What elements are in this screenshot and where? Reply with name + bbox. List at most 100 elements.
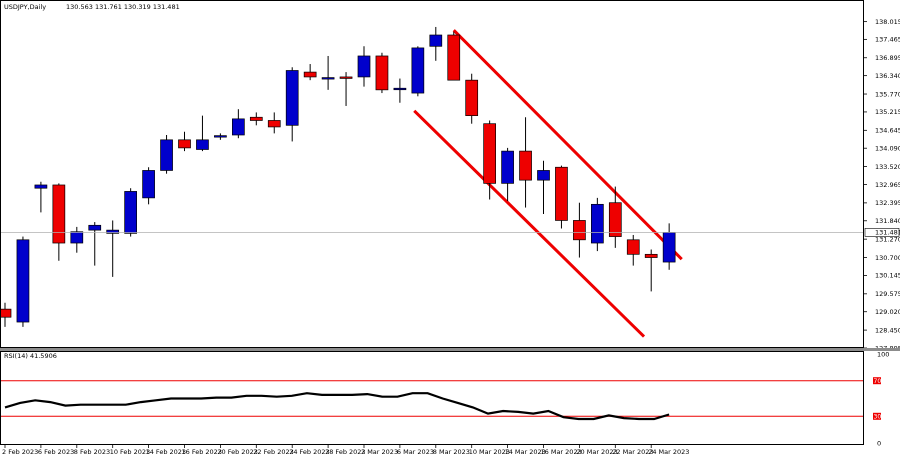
bearish-candle-body (178, 139, 191, 149)
last-price-label: 131.481 (875, 229, 900, 237)
bullish-candle-body (590, 203, 604, 244)
price-tick-label: 133.520 (875, 163, 900, 171)
bearish-candle-body (0, 308, 12, 318)
bullish-candle-body (106, 229, 120, 234)
rsi-level-tag-label: 30 (874, 414, 882, 421)
time-tick-label: 6 Feb 2023 (38, 448, 74, 456)
bearish-candle-body (555, 166, 568, 221)
rsi-line (4, 392, 670, 421)
price-tick-label: 131.840 (875, 217, 900, 225)
candle (52, 183, 66, 261)
bearish-candle-body (339, 76, 353, 79)
panel-separator (0, 348, 900, 351)
bullish-candle-body (214, 135, 227, 138)
bearish-candle-body (303, 71, 317, 78)
price-tick-label: 134.645 (875, 127, 900, 135)
time-axis: 2 Feb 2023 6 Feb 2023 8 Feb 2023 10 Feb 202… (2, 445, 689, 456)
candle (124, 188, 138, 237)
bullish-candle-body (411, 47, 425, 94)
bearish-candle-body (608, 202, 622, 237)
candle (429, 26, 443, 61)
bullish-candle-body (393, 87, 407, 91)
bullish-candle-body (321, 77, 335, 80)
time-tick-label: 2 Feb 2023 (2, 448, 38, 456)
price-tick-label: 136.895 (875, 54, 900, 62)
time-tick-label: 22 Mar 2023 (612, 448, 653, 456)
bullish-candle-body (232, 118, 245, 136)
price-tick-label: 132.965 (875, 181, 900, 189)
candle (519, 117, 532, 208)
price-tick-label: 131.270 (875, 235, 900, 243)
candle (590, 197, 604, 252)
candle (537, 160, 550, 215)
bullish-candle-body (662, 232, 676, 263)
price-panel-frame (0, 0, 864, 348)
candle (232, 109, 245, 139)
last-price-box (864, 228, 900, 237)
time-tick-label: 14 Feb 2023 (146, 448, 186, 456)
candle (214, 133, 227, 140)
bearish-candle-body (249, 116, 263, 121)
time-tick-label: 24 Feb 2023 (289, 448, 329, 456)
candle (178, 131, 191, 152)
bullish-candle-body (34, 184, 48, 189)
bearish-candle-body (483, 123, 496, 184)
candle (0, 302, 12, 327)
candle (196, 115, 209, 152)
price-tick-label: 135.770 (875, 90, 900, 98)
bullish-candle-body (537, 170, 550, 181)
candle (88, 222, 102, 266)
bullish-candle-body (357, 55, 371, 78)
bullish-candle-body (196, 139, 209, 150)
candle (608, 186, 622, 248)
bullish-candle-body (160, 139, 173, 171)
red-trend-channel (413, 29, 683, 338)
candle (375, 52, 389, 94)
bullish-candle-body (142, 170, 155, 199)
bullish-candle-body (70, 231, 84, 244)
price-tick-label: 129.020 (875, 308, 900, 316)
time-tick-label: 16 Feb 2023 (182, 448, 222, 456)
candle (16, 236, 30, 327)
candle (644, 249, 658, 292)
rsi-panel: 70 30 100 0 (1, 351, 889, 448)
bullish-candle-body (285, 70, 299, 126)
bearish-candle-body (267, 120, 281, 128)
time-tick-label: 22 Feb 2023 (253, 448, 293, 456)
candle (303, 64, 317, 81)
rsi-level-tag (873, 377, 881, 385)
candle (483, 120, 496, 200)
bearish-candle-body (573, 220, 586, 241)
candle (34, 181, 48, 213)
price-tick-label: 130.145 (875, 272, 900, 280)
candle (555, 165, 568, 229)
price-tick-label: 129.575 (875, 290, 900, 298)
time-tick-label: 10 Feb 2023 (110, 448, 150, 456)
price-tick-label: 130.700 (875, 254, 900, 262)
time-tick-label: 8 Mar 2023 (433, 448, 470, 456)
price-tick-label: 137.465 (875, 36, 900, 44)
candle (142, 167, 155, 205)
bearish-candle-body (519, 150, 532, 181)
time-tick-label: 24 Mar 2023 (648, 448, 689, 456)
candle (626, 234, 640, 266)
candle (465, 73, 479, 124)
chart-title: USDJPY,Daily (4, 3, 46, 11)
bearish-candle-body (465, 79, 479, 116)
candle (411, 46, 425, 97)
candle (321, 55, 335, 90)
candle (447, 31, 461, 81)
time-tick-label: 28 Feb 2023 (325, 448, 365, 456)
rsi-level-tag-label: 70 (874, 378, 882, 385)
candle (393, 78, 407, 103)
bullish-candle-body (429, 34, 443, 47)
candlesticks (0, 26, 676, 327)
rsi-tick-label: 0 (877, 440, 881, 448)
price-tick-label: 132.395 (875, 199, 900, 207)
candle (339, 72, 353, 106)
time-tick-label: 2 Mar 2023 (361, 448, 398, 456)
price-tick-label: 138.015 (875, 18, 900, 26)
candle (573, 202, 586, 258)
candle (267, 112, 281, 134)
